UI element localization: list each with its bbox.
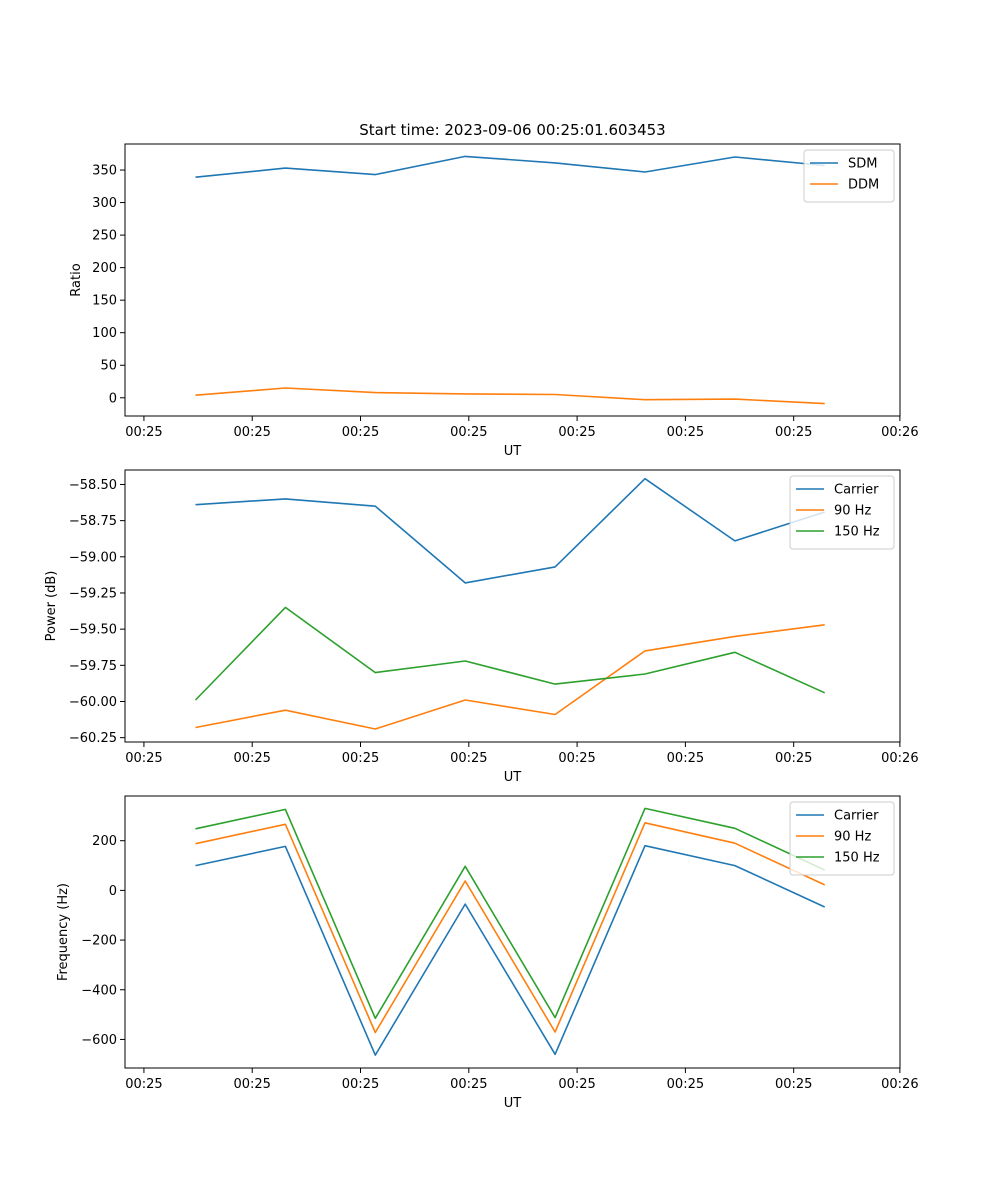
y-tick-label: −58.75 [69, 514, 117, 529]
y-tick-label: 250 [92, 229, 117, 244]
y-tick-label: 50 [100, 359, 117, 374]
chart-panel-2: 00:25 00:25 00:25 00:25 00:25 00:25 00:25 00:26… [44, 469, 919, 785]
series-line-150-hz [194, 606, 826, 701]
x-tick-label: 00:26 [881, 425, 918, 440]
x-tick-label: 00:25 [233, 425, 270, 440]
plots-container: Start time: 2023-09-06 00:25:01.60345300… [44, 121, 919, 1111]
x-tick-label: 00:25 [558, 751, 595, 766]
x-tick-label: 00:25 [233, 751, 270, 766]
x-tick-label: 00:26 [881, 1077, 918, 1092]
x-axis-label: UT [504, 444, 522, 459]
series-line-90-hz [195, 821, 826, 1034]
x-tick-label: 00:25 [667, 1077, 704, 1092]
x-tick-label: 00:25 [775, 751, 812, 766]
legend: Carrier 90 Hz 150 Hz [789, 475, 895, 550]
series-line-sdm [195, 155, 825, 178]
series-line-150-hz [195, 807, 826, 1020]
chart-title: Start time: 2023-09-06 00:25:01.603453 [359, 121, 665, 139]
legend: SDM DDM [803, 149, 895, 203]
y-axis-label: Ratio [69, 263, 84, 296]
x-tick-label: 00:25 [558, 1077, 595, 1092]
series-line-90-hz [195, 624, 825, 730]
y-tick-label: −59.50 [69, 623, 117, 638]
series-line-ddm [195, 387, 825, 405]
y-tick-label: 0 [109, 884, 117, 899]
legend-label: 90 Hz [834, 504, 871, 519]
x-tick-label: 00:25 [775, 425, 812, 440]
x-tick-label: 00:25 [558, 425, 595, 440]
y-tick-label: −58.50 [69, 478, 117, 493]
y-tick-label: 150 [92, 294, 117, 309]
legend-label: 150 Hz [834, 525, 880, 540]
chart-panel-3: 00:25 00:25 00:25 00:25 00:25 00:25 00:25 00:26… [56, 795, 919, 1111]
chart-panel-1: Start time: 2023-09-06 00:25:01.60345300… [69, 121, 919, 459]
y-tick-label: 100 [92, 326, 117, 341]
legend: Carrier 90 Hz 150 Hz [789, 801, 895, 876]
y-tick-label: −59.75 [69, 659, 117, 674]
legend-label: SDM [848, 157, 877, 172]
x-tick-label: 00:25 [342, 1077, 379, 1092]
x-tick-label: 00:25 [233, 1077, 270, 1092]
y-tick-label: −60.25 [69, 731, 117, 746]
x-tick-label: 00:25 [775, 1077, 812, 1092]
x-tick-label: 00:25 [342, 425, 379, 440]
y-axis-label: Power (dB) [44, 571, 59, 642]
x-tick-label: 00:25 [450, 751, 487, 766]
x-tick-label: 00:25 [125, 751, 162, 766]
y-tick-label: −59.25 [69, 586, 117, 601]
y-tick-label: 200 [92, 261, 117, 276]
legend-label: 90 Hz [834, 830, 871, 845]
y-tick-label: −200 [81, 934, 117, 949]
x-tick-label: 00:25 [125, 1077, 162, 1092]
y-tick-label: −59.00 [69, 550, 117, 565]
axes-frame [124, 469, 901, 743]
x-tick-label: 00:26 [881, 751, 918, 766]
y-tick-label: −600 [81, 1033, 117, 1048]
x-tick-label: 00:25 [342, 751, 379, 766]
y-tick-label: −60.00 [69, 695, 117, 710]
axes-frame [124, 795, 901, 1069]
y-tick-label: 200 [92, 834, 117, 849]
series-line-carrier [195, 844, 826, 1056]
series-line-carrier [195, 477, 825, 584]
y-tick-label: 350 [92, 164, 117, 179]
x-tick-label: 00:25 [125, 425, 162, 440]
x-tick-label: 00:25 [667, 425, 704, 440]
x-tick-label: 00:25 [450, 425, 487, 440]
legend-label: 150 Hz [834, 851, 880, 866]
x-axis-label: UT [504, 1096, 522, 1111]
x-tick-label: 00:25 [667, 751, 704, 766]
x-axis-label: UT [504, 770, 522, 785]
legend-label: Carrier [834, 809, 879, 824]
legend-label: DDM [848, 178, 879, 193]
legend-label: Carrier [834, 483, 879, 498]
y-tick-label: −400 [81, 983, 117, 998]
x-tick-label: 00:25 [450, 1077, 487, 1092]
y-tick-label: 0 [109, 391, 117, 406]
axes-frame [124, 143, 901, 417]
y-axis-label: Frequency (Hz) [56, 883, 71, 981]
y-tick-label: 300 [92, 196, 117, 211]
